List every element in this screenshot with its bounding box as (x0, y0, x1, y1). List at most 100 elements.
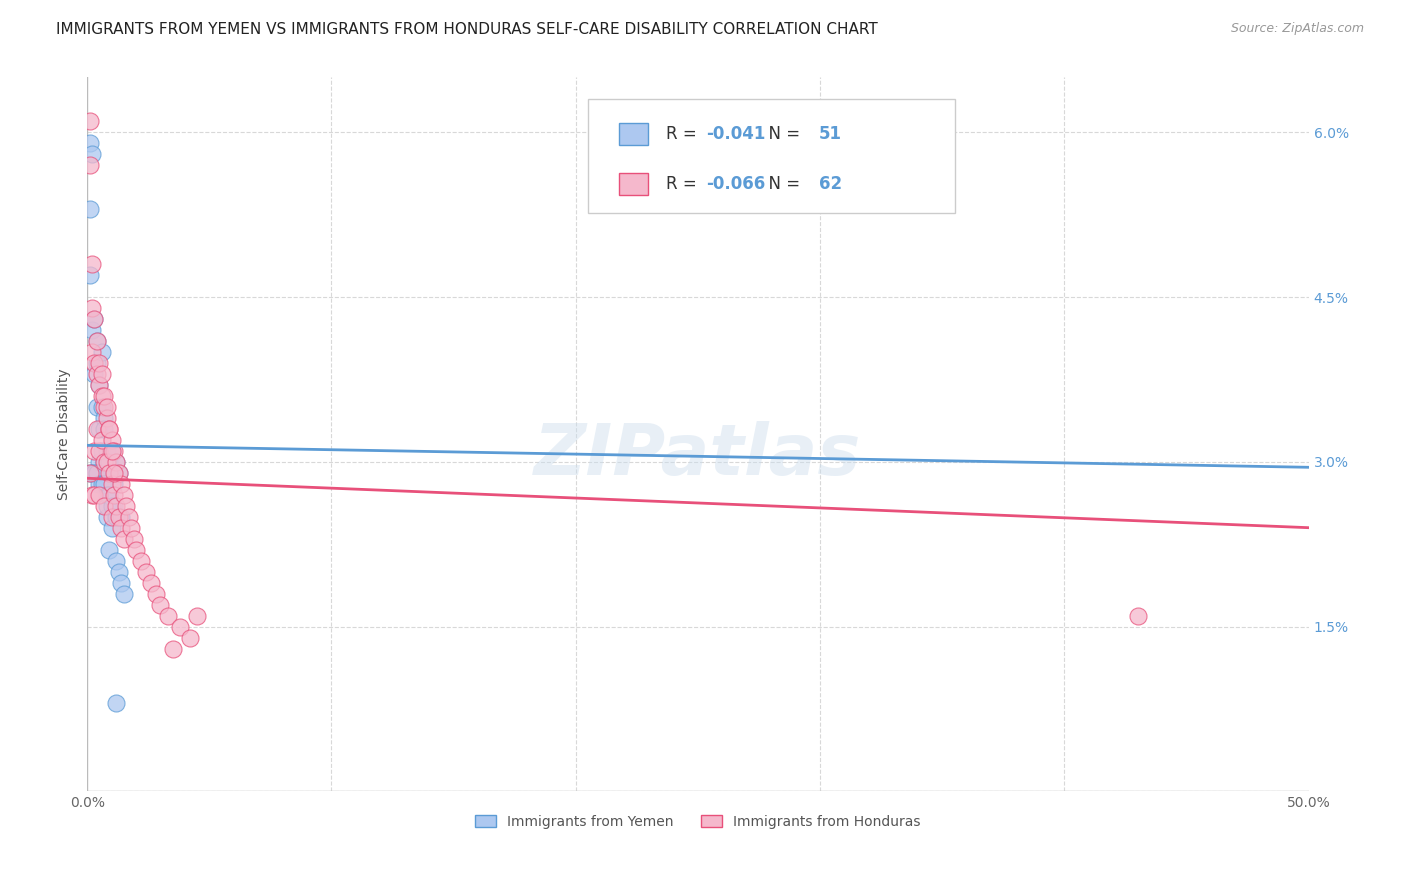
Point (96, 400, 118, 414)
Point (98, 455, 121, 469)
Point (93, 455, 115, 469)
Point (98, 488, 121, 502)
Point (100, 521, 122, 535)
Point (120, 521, 142, 535)
Point (110, 476, 132, 491)
Point (103, 499, 125, 513)
Point (105, 455, 128, 469)
Point (93, 499, 115, 513)
Point (80, 488, 103, 502)
Point (162, 641, 184, 656)
Point (90, 367, 112, 381)
Point (135, 565, 157, 579)
Point (108, 466, 131, 480)
Point (83, 356, 105, 370)
Point (169, 619, 191, 633)
Point (98, 488, 121, 502)
Point (118, 509, 141, 524)
Point (83, 312, 105, 326)
Point (83, 443, 105, 458)
Text: -0.041: -0.041 (707, 125, 766, 143)
Point (105, 554, 128, 568)
Point (100, 476, 122, 491)
Point (105, 455, 128, 469)
Text: 51: 51 (818, 125, 842, 143)
Point (98, 466, 121, 480)
Point (90, 389, 112, 403)
Point (93, 389, 115, 403)
Text: R =: R = (666, 125, 702, 143)
Point (108, 466, 131, 480)
Point (108, 509, 131, 524)
Point (89, 378, 111, 392)
Point (89, 356, 111, 370)
Point (103, 476, 125, 491)
Point (96, 410, 118, 425)
Point (93, 455, 115, 469)
FancyBboxPatch shape (619, 173, 648, 194)
Point (89, 476, 111, 491)
Point (156, 608, 179, 623)
Point (100, 433, 122, 447)
Point (179, 631, 201, 645)
Point (86, 367, 108, 381)
Text: N =: N = (758, 125, 806, 143)
Point (122, 532, 145, 546)
Point (86, 466, 108, 480)
Y-axis label: Self-Care Disability: Self-Care Disability (58, 368, 72, 500)
Point (79, 158, 101, 172)
Point (186, 608, 208, 623)
Point (100, 466, 122, 480)
Point (79, 466, 101, 480)
Point (89, 455, 111, 469)
Text: IMMIGRANTS FROM YEMEN VS IMMIGRANTS FROM HONDURAS SELF-CARE DISABILITY CORRELATI: IMMIGRANTS FROM YEMEN VS IMMIGRANTS FROM… (56, 22, 877, 37)
Text: Source: ZipAtlas.com: Source: ZipAtlas.com (1230, 22, 1364, 36)
Point (79, 114, 101, 128)
Point (79, 466, 101, 480)
Point (96, 488, 118, 502)
Point (98, 422, 121, 436)
Point (96, 499, 118, 513)
Point (112, 586, 135, 600)
Point (110, 521, 132, 535)
Point (86, 334, 108, 348)
Point (100, 499, 122, 513)
Point (1126, 608, 1149, 623)
Point (96, 455, 118, 469)
Point (80, 257, 103, 271)
Point (93, 476, 115, 491)
Point (149, 598, 172, 612)
Point (112, 488, 135, 502)
Point (105, 499, 128, 513)
Point (93, 410, 115, 425)
Point (86, 356, 108, 370)
Point (79, 136, 101, 151)
Point (93, 476, 115, 491)
Point (79, 202, 101, 217)
Point (129, 554, 152, 568)
Legend: Immigrants from Yemen, Immigrants from Honduras: Immigrants from Yemen, Immigrants from H… (470, 809, 927, 834)
Point (115, 499, 138, 513)
Point (80, 466, 103, 480)
Point (86, 422, 108, 436)
Point (108, 565, 131, 579)
Point (100, 443, 122, 458)
Point (103, 488, 125, 502)
Point (90, 443, 112, 458)
Point (93, 422, 115, 436)
Point (96, 509, 118, 524)
Point (80, 147, 103, 161)
FancyBboxPatch shape (588, 99, 955, 213)
Text: ZIPatlas: ZIPatlas (534, 421, 862, 491)
Point (125, 542, 148, 557)
Point (90, 476, 112, 491)
Point (103, 443, 125, 458)
Point (100, 509, 122, 524)
Point (86, 334, 108, 348)
Point (90, 400, 112, 414)
Point (83, 312, 105, 326)
Point (90, 433, 112, 447)
Text: -0.066: -0.066 (707, 175, 766, 193)
Text: N =: N = (758, 175, 806, 193)
Point (80, 345, 103, 359)
